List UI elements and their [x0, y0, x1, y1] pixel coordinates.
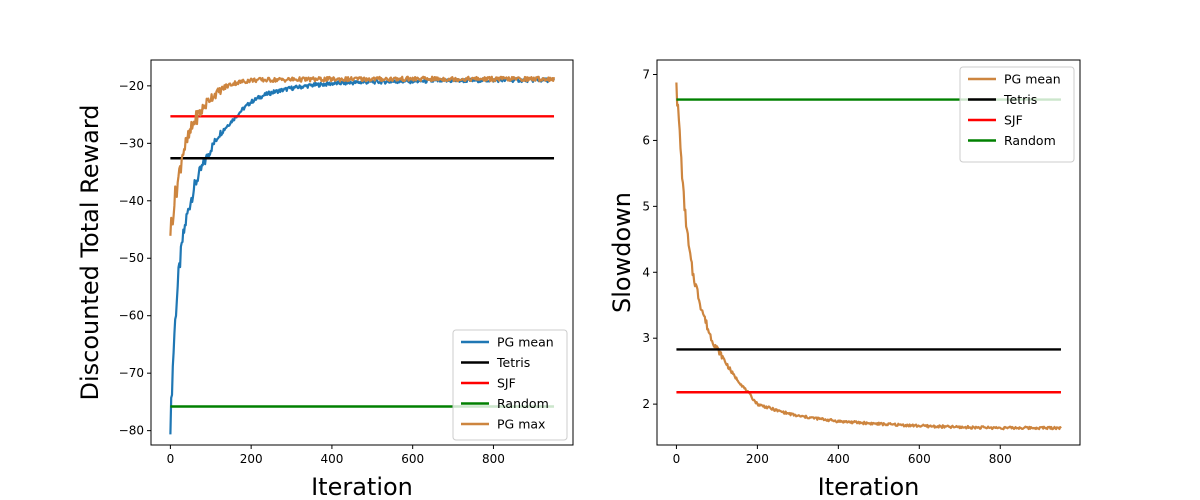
y-tick-label: −80 [119, 424, 144, 438]
y-tick-label: 6 [642, 133, 650, 147]
legend-label: Random [1004, 133, 1056, 148]
legend-label: PG mean [1004, 72, 1061, 87]
y-tick-label: −20 [119, 79, 144, 93]
legend-box [452, 329, 568, 441]
x-tick-label: 0 [167, 452, 175, 466]
y-tick-label: 2 [642, 397, 650, 411]
x-tick-label: 800 [989, 452, 1012, 466]
y-tick-label: −50 [119, 251, 144, 265]
legend-label: SJF [1004, 113, 1023, 128]
series-pg-max [169, 75, 556, 236]
series-pg-mean [675, 82, 1062, 431]
x-tick-label: 600 [908, 452, 931, 466]
chart-slowdown: 0 200 400 600 800 2 3 4 5 6 7 Iteration Slowdown PG m… [608, 59, 1081, 500]
chart-reward: 0 200 400 600 800 −80 −70 −60 −50 −40 −30 −20 Iterat… [76, 59, 574, 500]
y-tick-label: 3 [642, 331, 650, 345]
legend-label: PG max [497, 417, 545, 432]
legend-box [959, 66, 1075, 163]
x-axis-title: Iteration [818, 473, 920, 500]
x-tick-label: 800 [482, 452, 505, 466]
plot-area [169, 75, 556, 435]
x-tick-label: 400 [320, 452, 343, 466]
legend-label: PG mean [497, 335, 554, 350]
legend: PG mean Tetris SJF Random PG max [452, 329, 568, 441]
y-tick-label: 7 [642, 68, 650, 82]
y-tick-label: −70 [119, 366, 144, 380]
legend-label: Tetris [1003, 92, 1037, 107]
x-tick-label: 400 [827, 452, 850, 466]
y-tick-label: −40 [119, 194, 144, 208]
y-tick-label: 4 [642, 265, 650, 279]
legend-label: Random [497, 396, 549, 411]
x-axis-title: Iteration [311, 473, 413, 500]
x-tick-label: 600 [401, 452, 424, 466]
y-tick-label: 5 [642, 199, 650, 213]
axes-frame [656, 59, 1081, 446]
x-tick-label: 200 [240, 452, 263, 466]
legend: PG mean Tetris SJF Random [959, 66, 1075, 163]
y-tick-label: −60 [119, 309, 144, 323]
y-axis-title: Discounted Total Reward [76, 104, 104, 400]
y-tick-label: −30 [119, 136, 144, 150]
x-tick-label: 200 [746, 452, 769, 466]
x-tick-label: 0 [673, 452, 681, 466]
legend-label: Tetris [496, 355, 530, 370]
axes-frame [150, 59, 574, 446]
legend-label: SJF [497, 376, 516, 391]
y-axis-title: Slowdown [608, 192, 636, 313]
